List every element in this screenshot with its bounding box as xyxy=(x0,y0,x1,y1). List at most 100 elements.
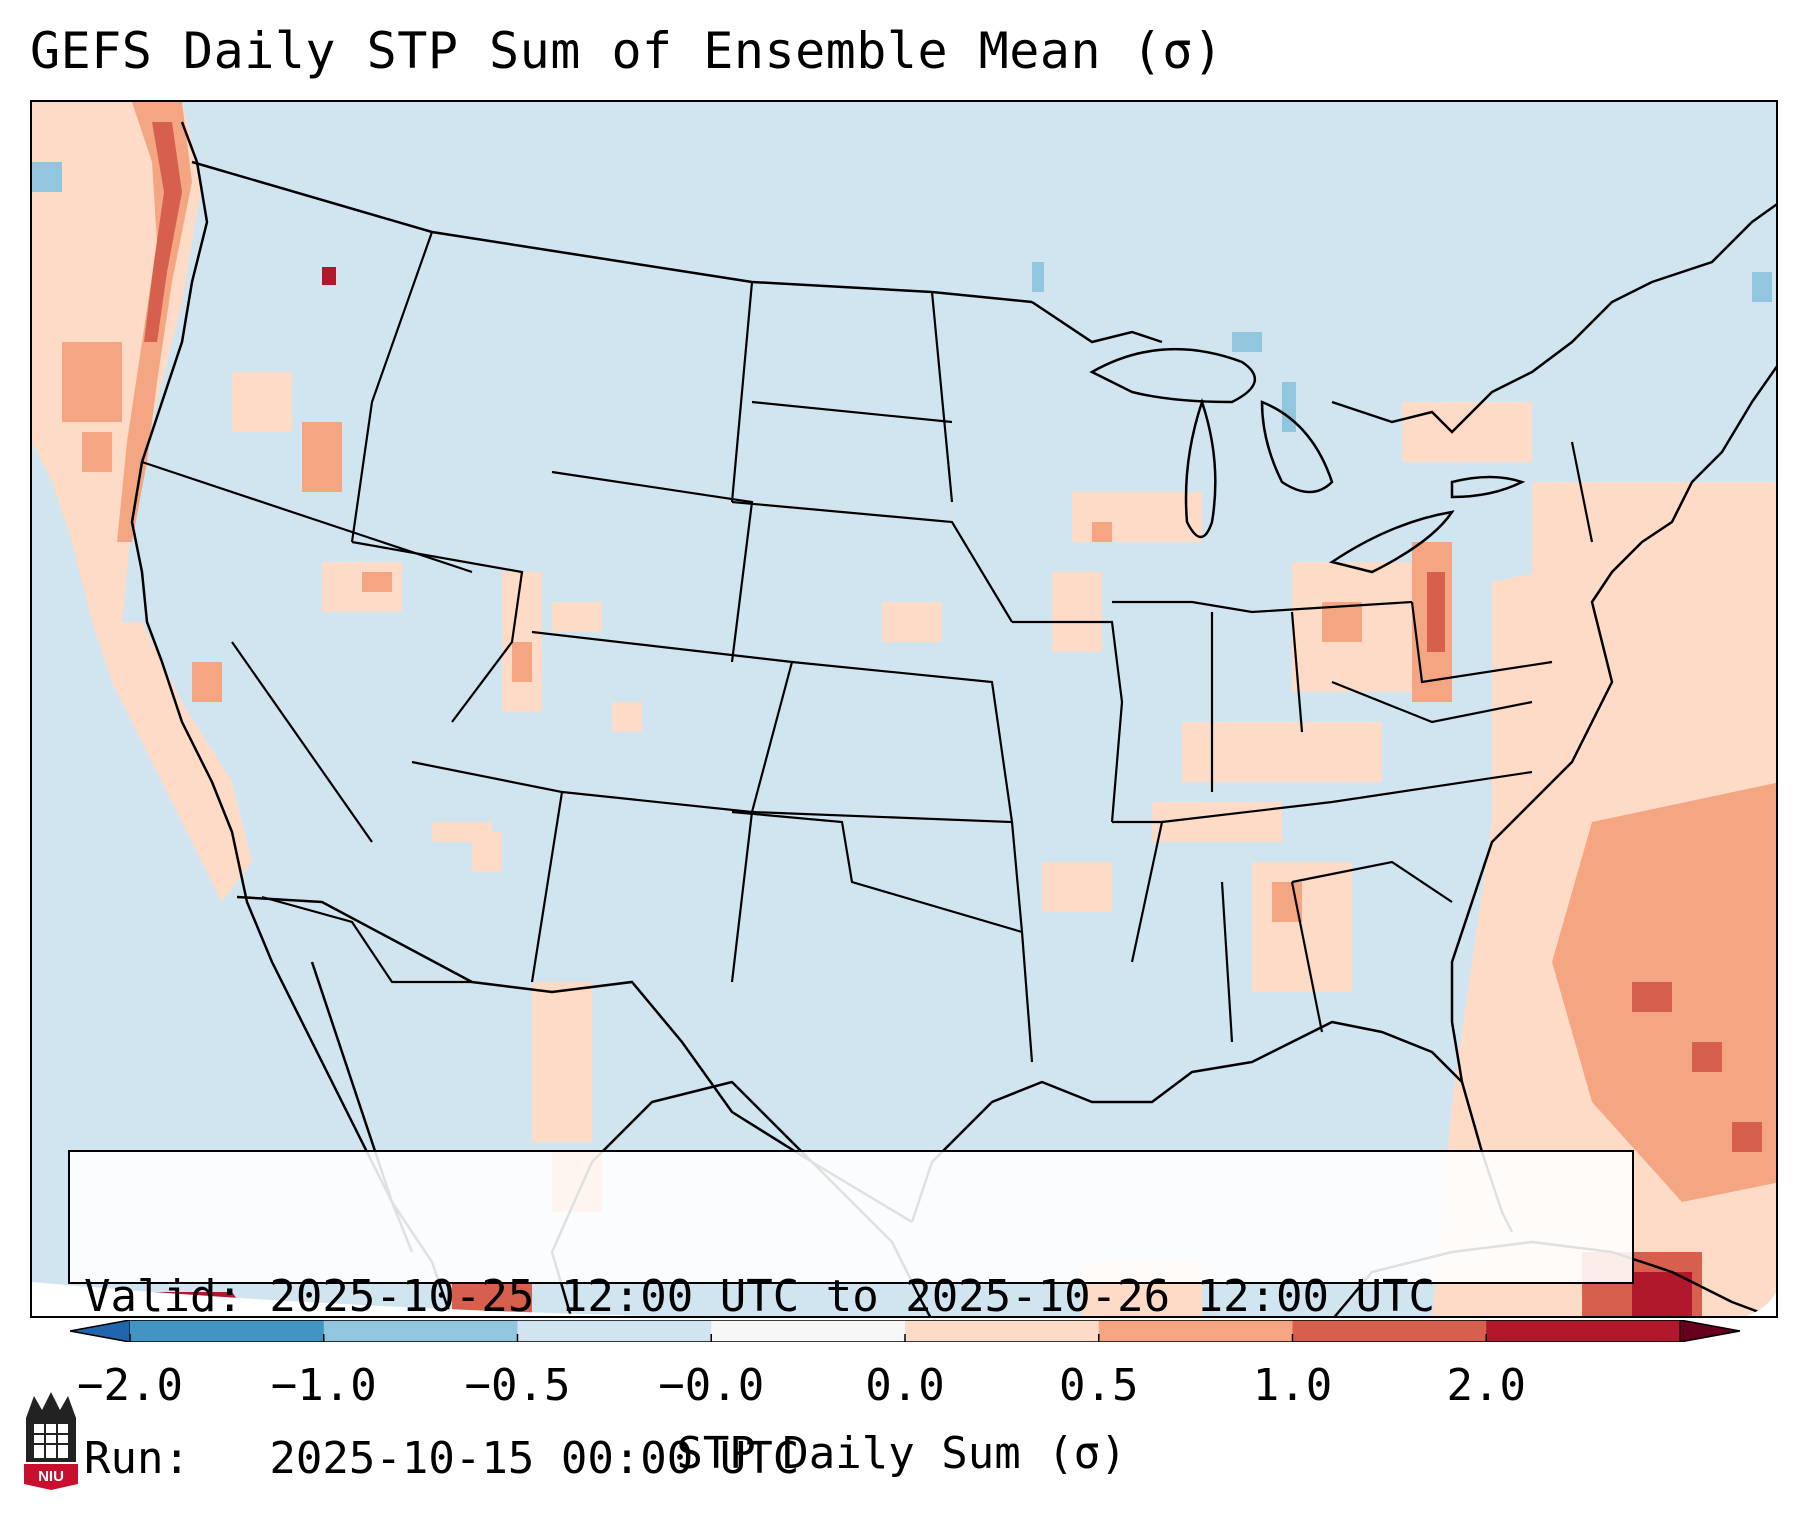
shading-idaho-spot xyxy=(322,267,336,285)
shading-tennessee xyxy=(1152,802,1282,842)
lake-huron xyxy=(1260,400,1334,494)
lake-superior xyxy=(1089,347,1257,404)
state-pa xyxy=(1410,601,1553,684)
colorbar-tick-label: −2.0 xyxy=(77,1360,183,1411)
shading-atlantic-strong xyxy=(1732,1122,1762,1152)
state-dakotas-mn xyxy=(930,291,954,503)
valid-time-line: Valid: 2025-10-25 12:00 UTC to 2025-10-2… xyxy=(84,1271,1436,1322)
state-tx-ok xyxy=(731,810,1023,934)
colorbar-extend-low xyxy=(70,1320,131,1342)
map-canvas xyxy=(32,102,1776,1316)
shading-pacific-coast-strong xyxy=(144,122,182,342)
colorbar-segment xyxy=(711,1320,906,1342)
colorbar-segment xyxy=(905,1320,1100,1342)
colorbar-tick-label: 2.0 xyxy=(1446,1360,1526,1411)
shading-pennsylvania xyxy=(1427,572,1445,652)
projection-edge-left xyxy=(32,1282,652,1316)
state-ne-ks xyxy=(791,660,1014,823)
shading-wisconsin xyxy=(1092,522,1112,542)
state-midwest xyxy=(1112,600,1413,614)
state-ca-nv xyxy=(231,641,373,843)
state-sd-ne xyxy=(731,500,1013,623)
shading-negative xyxy=(1752,272,1772,302)
shading-offshore-patch xyxy=(62,342,122,422)
state-id-wa xyxy=(350,231,434,543)
logo-text: NIU xyxy=(38,1468,64,1485)
lake-erie xyxy=(1328,510,1455,574)
shading-california xyxy=(192,662,222,702)
state-ok xyxy=(751,810,1024,933)
state-ms-al xyxy=(1220,881,1234,1043)
state-ny-ne xyxy=(1570,441,1594,543)
shading-inland-nw xyxy=(232,372,292,432)
canada-border-mn xyxy=(1031,300,1163,344)
coastlines xyxy=(130,121,1776,1316)
state-mo xyxy=(1012,620,1124,823)
colorbar-tick-label: 1.0 xyxy=(1252,1360,1333,1411)
map-panel xyxy=(30,100,1778,1318)
colorbar-segment xyxy=(517,1320,712,1342)
shading-arizona xyxy=(432,822,492,842)
state-lines xyxy=(141,231,1594,1063)
shading-nebraska xyxy=(882,602,942,642)
mexico-border xyxy=(236,895,913,1224)
state-in-oh xyxy=(1290,611,1304,733)
atlantic-coastline xyxy=(1450,365,1776,1083)
colorbar-segment xyxy=(1292,1320,1487,1342)
shading-negative xyxy=(1232,332,1262,352)
shading-mexico xyxy=(532,982,592,1142)
anomaly-shading xyxy=(32,102,1776,1316)
state-al-ga xyxy=(1290,881,1324,1033)
map-title: GEFS Daily STP Sum of Ensemble Mean (σ) xyxy=(30,22,1224,80)
shading-new-mexico xyxy=(612,702,642,732)
state-tn-nc xyxy=(1161,770,1533,824)
shading-kentucky xyxy=(1182,722,1382,782)
state-wy xyxy=(551,470,754,663)
shading-negative xyxy=(32,162,62,192)
state-nd-sd xyxy=(751,400,953,424)
state-nv-ut xyxy=(351,540,524,723)
lake-ontario xyxy=(1450,475,1526,499)
shading-arkansas xyxy=(1042,862,1112,912)
shading-wisconsin xyxy=(1072,492,1202,542)
shading-great-lakes-east xyxy=(1402,402,1532,462)
shading-colorado xyxy=(552,602,602,632)
colorbar-tick-label: −1.0 xyxy=(270,1360,377,1411)
shading-iowa xyxy=(1052,572,1102,652)
lake-michigan xyxy=(1184,398,1217,539)
colorbar xyxy=(70,1320,1740,1342)
canada-border-east xyxy=(1331,203,1776,434)
shading-cuba-east xyxy=(1632,1272,1692,1316)
state-wv-va xyxy=(1331,680,1533,724)
pacific-coastline xyxy=(130,121,452,1316)
state-az-south xyxy=(261,895,472,984)
shading-georgia xyxy=(1272,882,1302,922)
shading-inland-nw xyxy=(302,422,342,492)
state-tx-la xyxy=(1020,931,1034,1063)
shading-colorado xyxy=(512,642,532,682)
colorbar-tick-labels: −2.0 −1.0 −0.5 −0.0 0.0 0.5 1.0 2.0 xyxy=(0,1360,1803,1420)
state-mt-dakota xyxy=(730,281,754,503)
colorbar-extend-high xyxy=(1679,1320,1740,1342)
shading-negative xyxy=(1282,382,1296,432)
colorbar-label: STP Daily Sum (σ) xyxy=(676,1428,1127,1479)
shading-california xyxy=(92,622,252,902)
valid-time-box: Valid: 2025-10-25 12:00 UTC to 2025-10-2… xyxy=(68,1150,1634,1484)
shading-ohio xyxy=(1322,602,1362,642)
shading-atlantic-strong xyxy=(1632,982,1672,1012)
colorbar-segment xyxy=(1098,1320,1293,1342)
colorbar-segment xyxy=(1486,1320,1681,1342)
colorbar-tick-label: 0.0 xyxy=(865,1360,945,1411)
projection-edge-right xyxy=(1746,1292,1776,1316)
colorbar-tick-label: 0.5 xyxy=(1059,1360,1139,1411)
shading-negative xyxy=(1032,262,1044,292)
colorbar-segment xyxy=(323,1320,518,1342)
shading-nevada xyxy=(362,572,392,592)
gulf-coast xyxy=(910,1020,1514,1233)
run-time-line: Run: 2025-10-15 00:00 UTC xyxy=(84,1433,800,1484)
colorbar-tick-label: −0.0 xyxy=(658,1360,765,1411)
colorbar-segment xyxy=(130,1320,325,1342)
state-ga-sc xyxy=(1291,860,1453,903)
shading-offshore-patch xyxy=(82,432,112,472)
shading-atlantic-strong xyxy=(1692,1042,1722,1072)
